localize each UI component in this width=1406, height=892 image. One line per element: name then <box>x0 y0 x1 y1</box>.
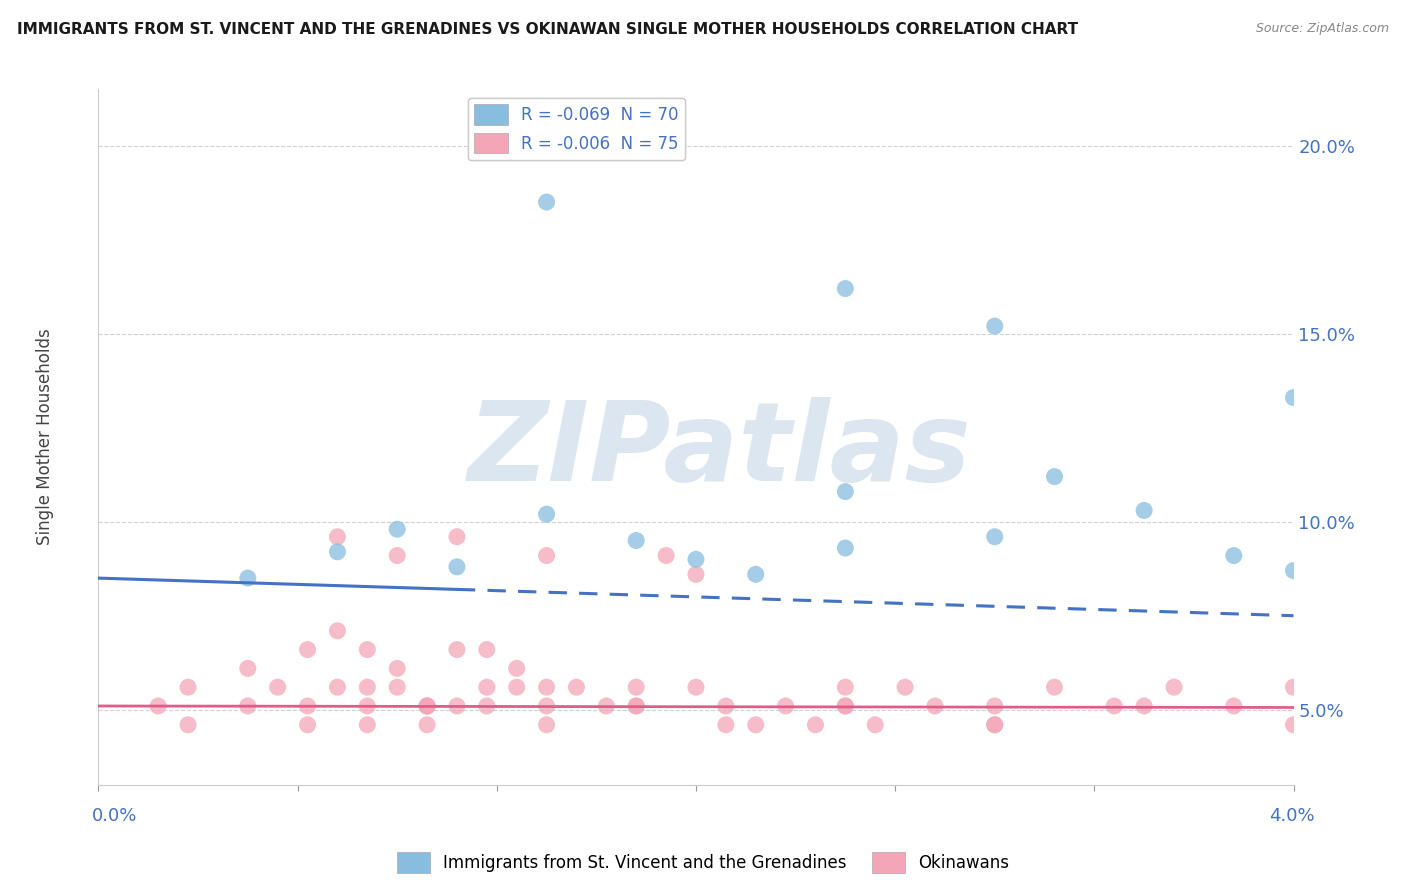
Point <box>326 680 349 694</box>
Point <box>536 549 558 563</box>
Point <box>984 319 1007 334</box>
Point <box>475 680 498 694</box>
Point <box>984 530 1007 544</box>
Point <box>446 642 468 657</box>
Point <box>236 698 259 713</box>
Point <box>834 680 856 694</box>
Point <box>924 698 946 713</box>
Point <box>865 718 887 732</box>
Point <box>1343 582 1365 597</box>
Point <box>1223 549 1246 563</box>
Point <box>984 698 1007 713</box>
Point <box>536 718 558 732</box>
Point <box>416 718 439 732</box>
Point <box>177 680 200 694</box>
Point <box>177 718 200 732</box>
Point <box>416 698 439 713</box>
Point <box>834 541 856 555</box>
Point <box>804 718 827 732</box>
Point <box>1133 698 1156 713</box>
Point <box>1223 698 1246 713</box>
Point <box>745 567 768 582</box>
Text: Single Mother Households: Single Mother Households <box>35 329 53 545</box>
Point <box>385 661 409 675</box>
Point <box>446 559 468 574</box>
Point <box>385 680 409 694</box>
Legend: Immigrants from St. Vincent and the Grenadines, Okinawans: Immigrants from St. Vincent and the Gren… <box>389 846 1017 880</box>
Point <box>624 533 647 548</box>
Point <box>714 718 737 732</box>
Point <box>655 549 678 563</box>
Point <box>326 624 349 638</box>
Point <box>536 698 558 713</box>
Point <box>1133 503 1156 517</box>
Point <box>834 281 856 295</box>
Point <box>834 698 856 713</box>
Point <box>267 680 290 694</box>
Point <box>984 718 1007 732</box>
Point <box>595 698 617 713</box>
Text: Source: ZipAtlas.com: Source: ZipAtlas.com <box>1256 22 1389 36</box>
Point <box>536 507 558 521</box>
Point <box>356 718 378 732</box>
Point <box>297 718 319 732</box>
Point <box>356 680 378 694</box>
Point <box>446 530 468 544</box>
Point <box>1043 469 1066 483</box>
Legend: R = -0.069  N = 70, R = -0.006  N = 75: R = -0.069 N = 70, R = -0.006 N = 75 <box>468 97 685 160</box>
Point <box>236 571 259 585</box>
Point <box>624 698 647 713</box>
Point <box>1282 718 1305 732</box>
Point <box>624 698 647 713</box>
Point <box>565 680 588 694</box>
Text: ZIPatlas: ZIPatlas <box>468 398 972 505</box>
Point <box>236 661 259 675</box>
Point <box>536 194 558 209</box>
Point <box>385 522 409 536</box>
Point <box>475 698 498 713</box>
Point <box>416 698 439 713</box>
Point <box>984 718 1007 732</box>
Text: 4.0%: 4.0% <box>1270 807 1315 825</box>
Point <box>297 698 319 713</box>
Point <box>356 698 378 713</box>
Point <box>1043 680 1066 694</box>
Point <box>1282 391 1305 405</box>
Point <box>1282 564 1305 578</box>
Point <box>385 549 409 563</box>
Text: 0.0%: 0.0% <box>91 807 136 825</box>
Point <box>506 661 529 675</box>
Point <box>1104 698 1126 713</box>
Point <box>834 484 856 499</box>
Point <box>326 545 349 559</box>
Point <box>624 680 647 694</box>
Point <box>536 680 558 694</box>
Point <box>775 698 797 713</box>
Point <box>326 530 349 544</box>
Point <box>1372 698 1395 713</box>
Point <box>446 698 468 713</box>
Point <box>416 698 439 713</box>
Point <box>685 567 707 582</box>
Point <box>894 680 917 694</box>
Point <box>714 698 737 713</box>
Point <box>506 680 529 694</box>
Point <box>356 642 378 657</box>
Point <box>685 552 707 566</box>
Point <box>745 718 768 732</box>
Point <box>1163 680 1185 694</box>
Point <box>475 642 498 657</box>
Text: IMMIGRANTS FROM ST. VINCENT AND THE GRENADINES VS OKINAWAN SINGLE MOTHER HOUSEHO: IMMIGRANTS FROM ST. VINCENT AND THE GREN… <box>17 22 1078 37</box>
Point <box>148 698 170 713</box>
Point <box>297 642 319 657</box>
Point <box>834 698 856 713</box>
Point <box>685 680 707 694</box>
Point <box>1282 680 1305 694</box>
